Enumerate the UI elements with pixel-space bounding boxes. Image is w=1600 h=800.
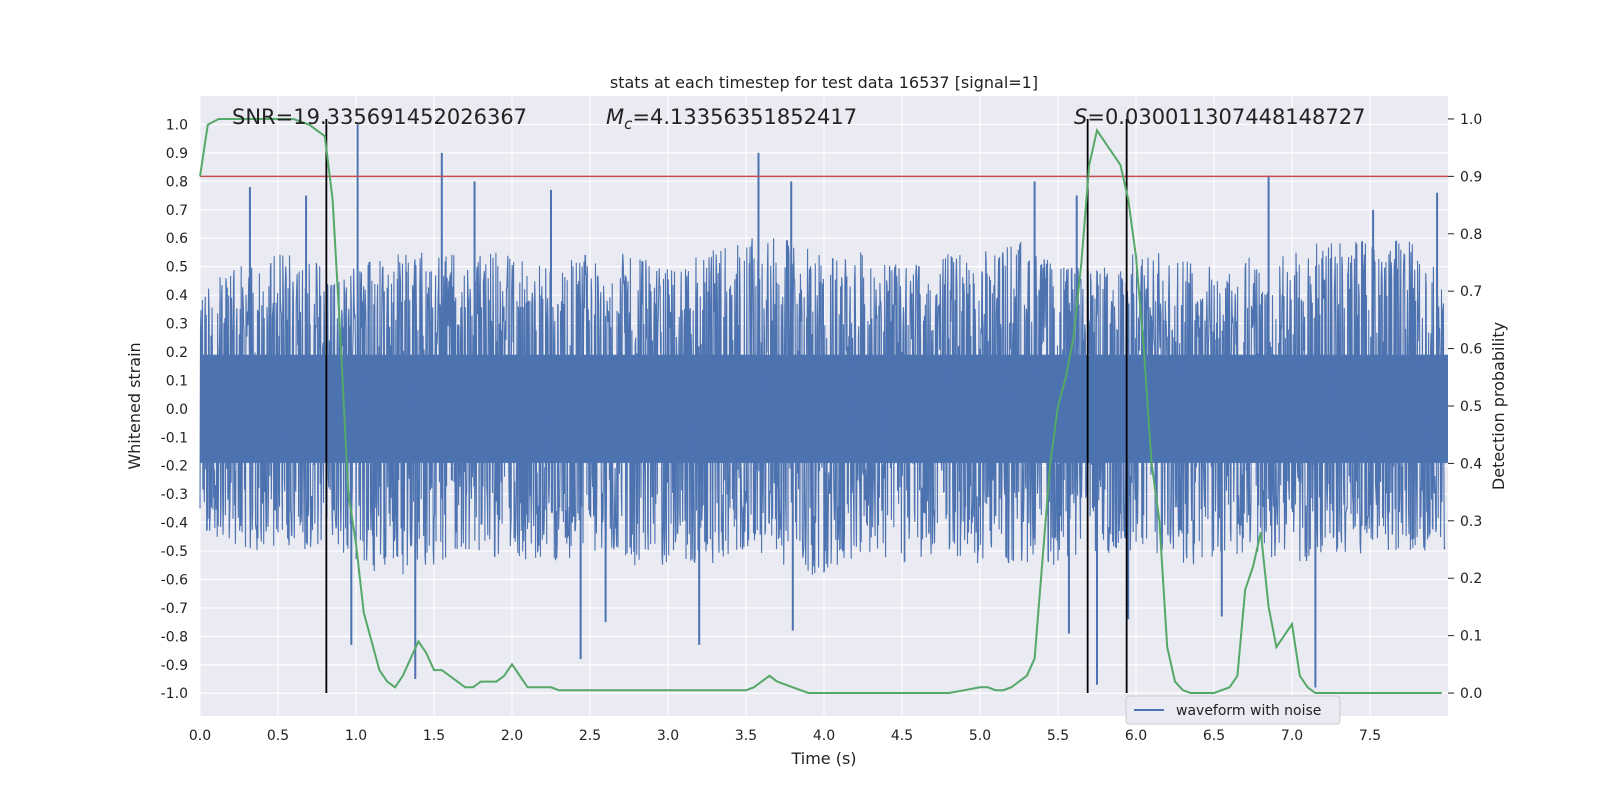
y-tick-label-left: -0.6 xyxy=(161,572,188,588)
y-tick-label-left: 0.2 xyxy=(166,345,188,361)
detection-probability-line xyxy=(199,118,1442,694)
y-tick-label-left: 0.0 xyxy=(166,402,188,418)
x-tick-label: 4.0 xyxy=(813,728,835,744)
x-tick-label: 5.0 xyxy=(969,728,991,744)
y-tick-label-right: 0.1 xyxy=(1460,629,1482,645)
x-tick-label: 6.0 xyxy=(1125,728,1147,744)
legend-box xyxy=(1125,695,1341,725)
y-axis-label-right: Detection probability xyxy=(1489,322,1508,490)
y-tick-label-left: -0.4 xyxy=(161,516,188,532)
y-tick-label-left: -0.7 xyxy=(161,601,188,617)
y-tick-label-right: 1.0 xyxy=(1460,112,1482,128)
s-annotation: S=0.030011307448148727 xyxy=(1074,105,1365,129)
y-tick-label-left: 0.9 xyxy=(166,146,188,162)
y-tick-label-left: -0.8 xyxy=(161,629,188,645)
legend-label: waveform with noise xyxy=(1176,703,1321,719)
x-tick-label: 0.0 xyxy=(189,728,211,744)
x-tick-label: 1.5 xyxy=(423,728,445,744)
y-axis-label-left: Whitened strain xyxy=(125,342,144,469)
x-tick-label: 0.5 xyxy=(267,728,289,744)
x-tick-label: 2.5 xyxy=(579,728,601,744)
chart-title: stats at each timestep for test data 165… xyxy=(610,73,1038,92)
y-tick-label-left: 0.5 xyxy=(166,260,188,276)
legend: waveform with noise xyxy=(1125,695,1341,725)
x-tick-label: 3.0 xyxy=(657,728,679,744)
y-tick-label-right: 0.9 xyxy=(1460,169,1482,185)
y-tick-label-right: 0.8 xyxy=(1460,227,1482,243)
y-tick-label-left: -0.9 xyxy=(161,658,188,674)
y-tick-label-right: 0.0 xyxy=(1460,686,1482,702)
y-tick-label-right: 0.5 xyxy=(1460,399,1482,415)
chirp-mass-annotation: Mc=4.13356351852417 xyxy=(606,105,857,133)
y-tick-label-right: 0.4 xyxy=(1460,456,1482,472)
y-tick-label-left: 0.7 xyxy=(166,203,188,219)
y-tick-label-left: -0.1 xyxy=(161,430,188,446)
y-tick-label-left: 0.3 xyxy=(166,317,188,333)
x-tick-label: 5.5 xyxy=(1047,728,1069,744)
y-tick-label-right: 0.6 xyxy=(1460,342,1482,358)
axis-ticks: 0.0 0.5 1.0 1.5 2.0 2.5 3.0 3.5 4.0 4.5 5.0 5.5 6.0 6… xyxy=(161,112,1483,744)
waveform-line xyxy=(199,238,1446,575)
x-tick-label: 4.5 xyxy=(891,728,913,744)
y-tick-label-left: 0.8 xyxy=(166,174,188,190)
snr-annotation: SNR=19.335691452026367 xyxy=(232,105,527,129)
plot-area xyxy=(199,118,1448,694)
y-tick-label-right: 0.3 xyxy=(1460,514,1482,530)
x-tick-label: 7.0 xyxy=(1281,728,1303,744)
y-tick-label-right: 0.7 xyxy=(1460,284,1482,300)
x-axis-label: Time (s) xyxy=(790,749,856,768)
y-tick-label-left: -1.0 xyxy=(161,686,188,702)
y-tick-label-left: -0.5 xyxy=(161,544,188,560)
y-tick-label-left: 1.0 xyxy=(166,117,188,133)
y-tick-label-right: 0.2 xyxy=(1460,571,1482,587)
x-tick-label: 7.5 xyxy=(1359,728,1381,744)
x-tick-label: 2.0 xyxy=(501,728,523,744)
x-tick-label: 6.5 xyxy=(1203,728,1225,744)
y-tick-label-left: -0.3 xyxy=(161,487,188,503)
y-tick-label-left: 0.4 xyxy=(166,288,188,304)
y-tick-label-left: 0.6 xyxy=(166,231,188,247)
y-tick-label-left: -0.2 xyxy=(161,459,188,475)
y-tick-label-left: 0.1 xyxy=(166,373,188,389)
x-tick-label: 1.0 xyxy=(345,728,367,744)
x-tick-label: 3.5 xyxy=(735,728,757,744)
